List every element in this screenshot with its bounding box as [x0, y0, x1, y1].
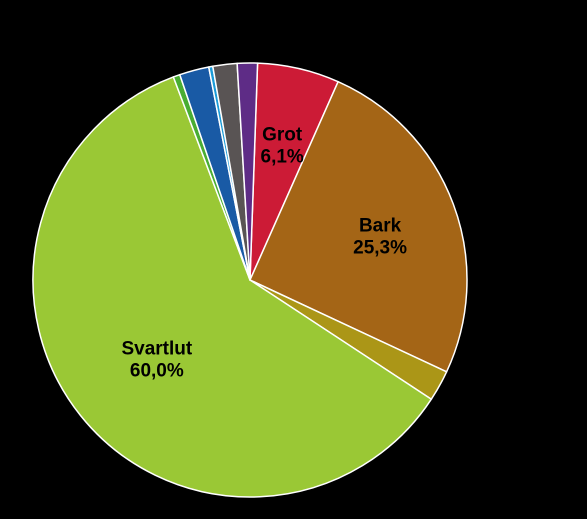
slice-label-pct: 6,1% [261, 146, 304, 167]
slice-label-pct: 60,0% [130, 361, 184, 382]
slice-label-name: Bark [359, 215, 402, 236]
pie-chart: Grot6,1% Bark25,3% Svartlut60,0% [0, 0, 587, 519]
slice-label-name: Svartlut [121, 339, 192, 360]
slice-label-name: Grot [262, 124, 303, 145]
slice-label-pct: 25,3% [353, 237, 407, 258]
